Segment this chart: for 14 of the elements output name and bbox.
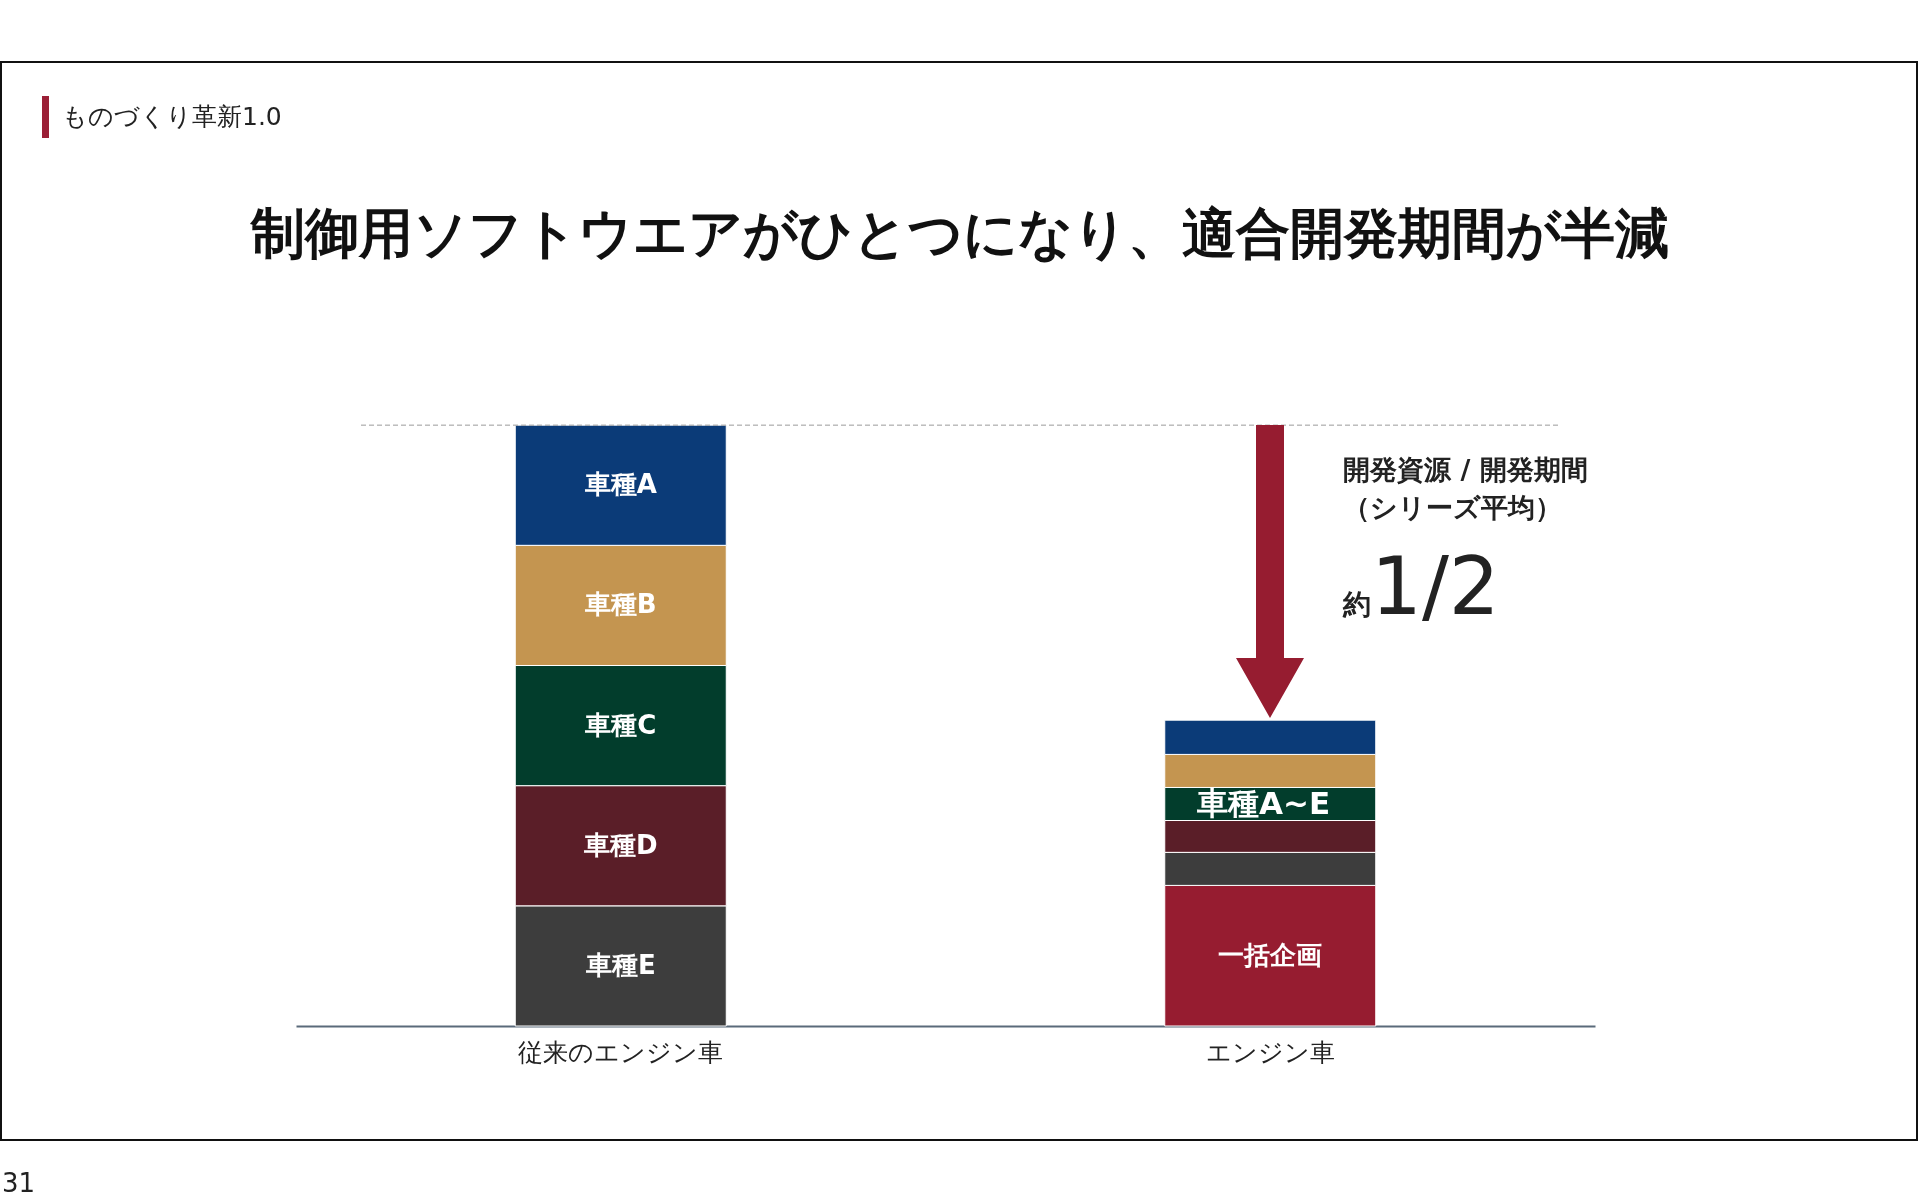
series-label: 車種D [582, 829, 658, 860]
annotation: 車種A~E [1197, 784, 1331, 823]
annotation: 開発資源 / 開発期間 [1343, 453, 1588, 487]
chart-subtitle: ものづくり革新1.0 [62, 101, 282, 133]
chart-title: 制御用ソフトウエアがひとつになり、適合開発期間が半減 [249, 201, 1670, 267]
annotation: （シリーズ平均） [1343, 491, 1562, 525]
series-label: 一括企画 [1218, 939, 1323, 970]
x-tick-label: 従来のエンジン車 [518, 1037, 724, 1067]
series-label: 車種B [583, 589, 657, 620]
series-label: 車種E [584, 949, 656, 980]
x-tick-label: エンジン車 [1205, 1037, 1335, 1067]
text: 31 [2, 1168, 36, 1198]
series-label: 車種C [584, 709, 657, 740]
series-label: 車種A [583, 469, 657, 500]
